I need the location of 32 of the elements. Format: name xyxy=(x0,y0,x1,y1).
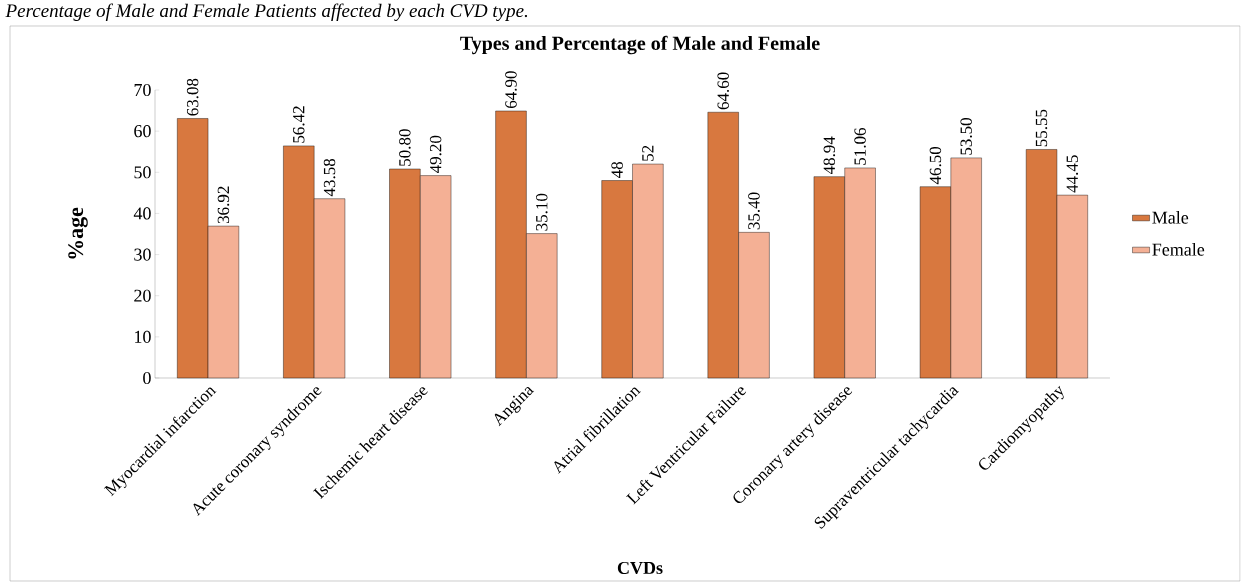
data-label: 64.90 xyxy=(505,71,517,109)
y-tick-label: 20 xyxy=(134,289,151,302)
data-label: 56.42 xyxy=(293,106,305,143)
y-tick-label: 30 xyxy=(134,248,151,261)
y-tick-label: 10 xyxy=(135,330,151,343)
text: Percentage of Male and Female Patients affected by each CVD type. xyxy=(5,3,528,21)
y-tick-label: 70 xyxy=(134,83,151,97)
y-tick-label: 50 xyxy=(134,166,151,179)
data-label: 52 xyxy=(642,145,654,161)
data-label: 48.94 xyxy=(823,136,836,175)
data-label: 35.10 xyxy=(536,193,548,231)
data-label: 35.40 xyxy=(748,192,760,230)
data-label: 48 xyxy=(611,161,623,178)
data-label: 50.80 xyxy=(399,129,411,166)
x-axis-title: CVDs xyxy=(617,561,663,575)
y-tick-label: 0 xyxy=(143,371,151,385)
data-label: 36.92 xyxy=(217,186,230,224)
data-label: 43.58 xyxy=(323,158,336,197)
data-label: 53.50 xyxy=(960,118,972,155)
chart-title: Types and Percentage of Male and Female xyxy=(460,35,820,55)
y-tick-label: 40 xyxy=(133,207,151,220)
y-tick-label: 60 xyxy=(134,125,151,138)
data-label: 44.45 xyxy=(1066,155,1079,193)
data-label: 55.55 xyxy=(1035,109,1048,147)
data-label: 51.06 xyxy=(854,127,866,165)
data-label: 46.50 xyxy=(929,146,942,185)
data-label: 49.20 xyxy=(429,135,442,174)
legend-label: Female xyxy=(1152,242,1205,256)
y-axis-title: %age xyxy=(68,207,88,259)
data-label: 64.60 xyxy=(717,72,729,110)
legend-label: Male xyxy=(1152,211,1189,224)
data-label: 63.08 xyxy=(186,78,199,116)
